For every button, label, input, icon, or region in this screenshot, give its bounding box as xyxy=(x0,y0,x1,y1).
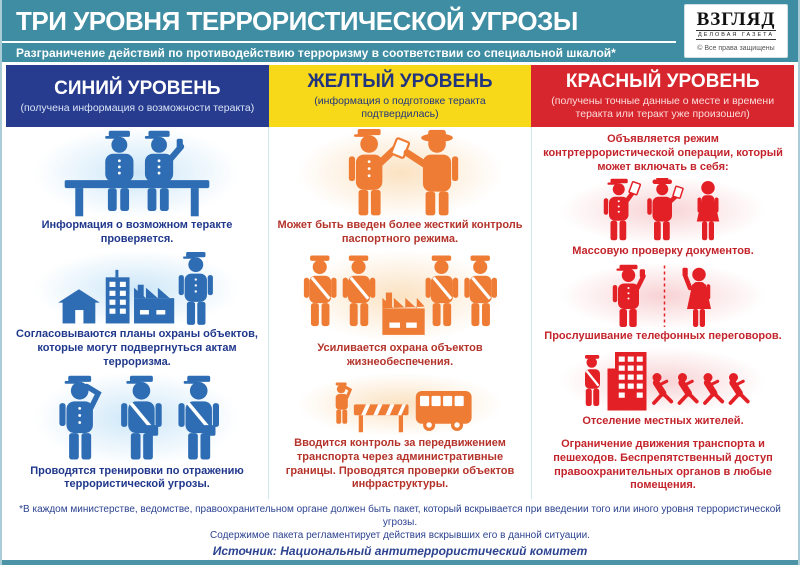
level-header-blue: СИНИЙ УРОВЕНЬ (получена информация о воз… xyxy=(6,65,269,127)
logo-tagline: ДЕЛОВАЯ ГАЗЕТА xyxy=(696,30,776,40)
red-item-3: Отселение местных жителей. xyxy=(538,348,788,434)
blue-item-2: Согласовываются планы охраны объектов, к… xyxy=(12,251,262,375)
item-caption: Проводятся тренировки по отражению терро… xyxy=(30,464,244,491)
level-subtitle: (получены точные данные о месте и времен… xyxy=(551,95,775,120)
footer: *В каждом министерстве, ведомстве, право… xyxy=(2,499,798,560)
level-title: ЖЕЛТЫЙ УРОВЕНЬ xyxy=(307,71,493,93)
column-yellow: Может быть введен более жесткий контроль… xyxy=(268,127,531,499)
mass-document-check-icon xyxy=(538,178,788,243)
level-subtitle: (информация о подготовке теракта подтвер… xyxy=(314,95,486,120)
level-header-red: КРАСНЫЙ УРОВЕНЬ (получены точные данные … xyxy=(531,65,795,127)
guarded-objects-icon xyxy=(12,251,262,327)
page-title: ТРИ УРОВНЯ ТЕРРОРИСТИЧЕСКОЙ УГРОЗЫ xyxy=(2,0,676,43)
level-header-row: СИНИЙ УРОВЕНЬ (получена информация о воз… xyxy=(6,65,795,127)
item-caption: Прослушивание телефонных переговоров. xyxy=(544,330,782,342)
red-intro-text: Объявляется режим контртеррористической … xyxy=(543,133,783,173)
footnote-line-1: *В каждом министерстве, ведомстве, право… xyxy=(19,504,781,528)
masthead: ТРИ УРОВНЯ ТЕРРОРИСТИЧЕСКОЙ УГРОЗЫ Разгр… xyxy=(2,0,798,62)
logo-name: ВЗГЛЯД xyxy=(696,9,776,30)
training-officers-icon xyxy=(12,374,262,463)
page-subtitle: Разграничение действий по противодействи… xyxy=(16,46,616,60)
red-outro-text: Ограничение движения транспорта и пешехо… xyxy=(553,438,773,492)
police-phone-desk-icon xyxy=(12,129,262,218)
blue-item-1: Информация о возможном теракте проверяет… xyxy=(12,129,262,252)
item-caption: Массовую проверку документов. xyxy=(572,244,754,257)
yellow-item-1: Может быть введен более жесткий контроль… xyxy=(275,129,525,252)
phone-wiretap-icon xyxy=(538,263,788,328)
item-caption: Может быть введен более жесткий контроль… xyxy=(277,219,523,245)
checkpoint-bus-icon xyxy=(275,374,525,436)
passport-check-icon xyxy=(275,129,525,218)
logo-copyright: © Все права защищены xyxy=(697,45,775,52)
level-title: СИНИЙ УРОВЕНЬ xyxy=(54,77,221,99)
item-caption: Информация о возможном теракте проверяет… xyxy=(41,219,233,245)
publisher-logo: ВЗГЛЯД ДЕЛОВАЯ ГАЗЕТА © Все права защище… xyxy=(684,4,788,58)
level-header-yellow: ЖЕЛТЫЙ УРОВЕНЬ (информация о подготовке … xyxy=(268,65,532,127)
item-caption: Отселение местных жителей. xyxy=(582,415,744,428)
evacuation-icon xyxy=(538,348,788,414)
bottom-accent-strip xyxy=(2,560,798,565)
column-red: Объявляется режим контртеррористической … xyxy=(531,127,794,499)
item-caption: Вводится контроль за передвижением транс… xyxy=(285,437,515,491)
level-subtitle: (получена информация о возможности терак… xyxy=(20,101,255,114)
guards-factory-icon xyxy=(275,251,525,340)
level-title: КРАСНЫЙ УРОВЕНЬ xyxy=(565,71,760,93)
body-columns: Информация о возможном теракте проверяет… xyxy=(6,127,794,499)
source-line: Источник: Национальный антитеррористичес… xyxy=(212,544,588,558)
red-item-2: Прослушивание телефонных переговоров. xyxy=(538,263,788,349)
yellow-item-2: Усиливается охрана объектов жизнеобеспеч… xyxy=(275,251,525,375)
column-blue: Информация о возможном теракте проверяет… xyxy=(6,127,268,499)
red-item-1: Массовую проверку документов. xyxy=(538,178,788,263)
yellow-item-3: Вводится контроль за передвижением транс… xyxy=(275,374,525,497)
item-caption: Усиливается охрана объектов жизнеобеспеч… xyxy=(317,341,483,368)
blue-item-3: Проводятся тренировки по отражению терро… xyxy=(12,374,262,497)
footnote-line-2: Содержимое пакета регламентирует действи… xyxy=(210,530,590,541)
item-caption: Согласовываются планы охраны объектов, к… xyxy=(16,328,258,368)
